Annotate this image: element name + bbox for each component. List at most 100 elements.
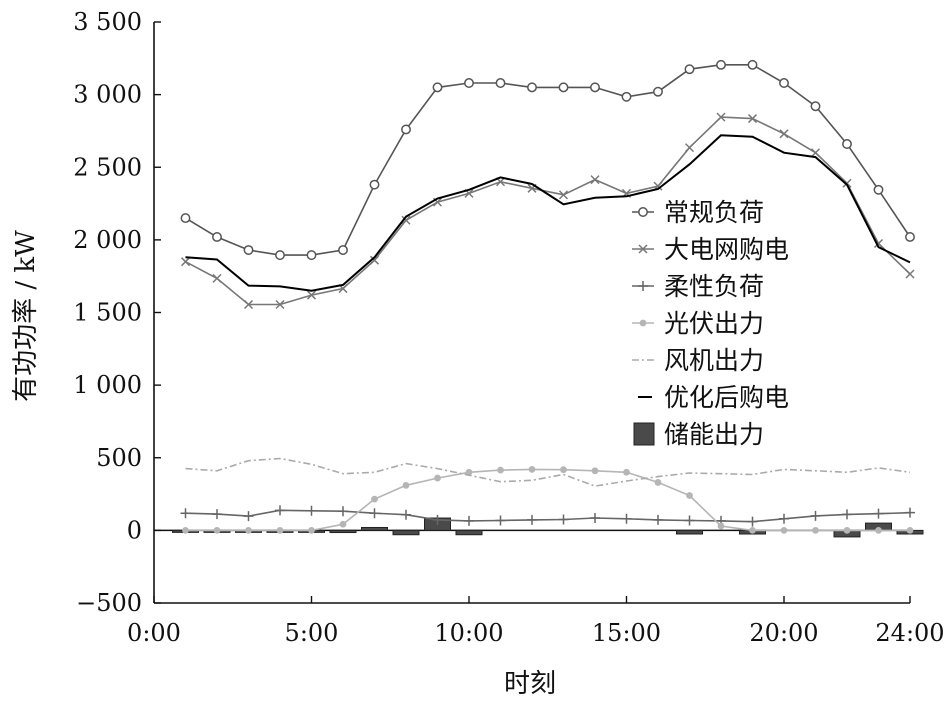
- circle-marker: [779, 78, 789, 88]
- series-3-point: [371, 495, 378, 503]
- circle-marker: [842, 139, 852, 149]
- dot-marker: [308, 526, 315, 534]
- series-3-point: [497, 466, 504, 474]
- y-tick-label: 2 000: [73, 226, 142, 254]
- y-tick-label: 0: [127, 516, 142, 544]
- legend-swatch: [633, 422, 655, 446]
- series-2-point: [621, 513, 632, 524]
- dot-marker: [780, 526, 788, 534]
- axes: −500 0 500 1 000 1 500 2 000 2 500 3 000 3 500 0:…: [73, 8, 944, 647]
- dot-marker: [843, 526, 851, 534]
- x-marker: [810, 148, 821, 158]
- series-0-point: [905, 232, 915, 242]
- legend-label: 光伏出力: [664, 309, 764, 338]
- dot-marker: [686, 492, 693, 499]
- x-tick-label: 0:00: [127, 619, 181, 647]
- plus-marker: [621, 513, 632, 524]
- plus-marker: [243, 511, 254, 522]
- series-3-point: [528, 465, 536, 473]
- circle-marker: [747, 59, 758, 70]
- series-3-point: [339, 520, 347, 528]
- series-0-point: [684, 64, 695, 75]
- circle-marker: [558, 82, 569, 93]
- series-3-point: [245, 526, 252, 534]
- series-2-point: [401, 509, 411, 520]
- dot-marker: [434, 474, 441, 482]
- plus-marker: [747, 516, 758, 527]
- dot-marker: [371, 495, 378, 503]
- circle-marker: [716, 59, 726, 70]
- series-0-line: [185, 64, 911, 256]
- x-marker: [243, 299, 254, 310]
- series-2-point: [306, 505, 317, 516]
- series-2-point: [527, 514, 537, 525]
- dot-marker: [906, 526, 914, 534]
- series-0-point: [621, 91, 632, 102]
- series-0-point: [842, 139, 852, 149]
- y-tick-label: 3 000: [73, 81, 142, 109]
- plus-marker: [653, 514, 663, 525]
- circle-marker: [621, 91, 632, 102]
- circle-marker: [275, 250, 285, 261]
- dot-marker: [875, 526, 882, 534]
- circle-marker: [905, 232, 915, 242]
- series-3-point: [717, 522, 725, 530]
- y-tick-label: 3 500: [73, 8, 142, 36]
- x-marker: [275, 299, 285, 310]
- series-2-point: [747, 516, 758, 527]
- series-0-point: [401, 124, 411, 135]
- series-0-point: [464, 78, 474, 88]
- x-marker: [684, 143, 695, 153]
- legend-entry: 大电网购电: [632, 235, 789, 264]
- series-1-point: [212, 273, 222, 283]
- plus-marker: [684, 515, 695, 526]
- plus-marker: [180, 508, 191, 519]
- legend-label: 大电网购电: [664, 235, 789, 264]
- dot-marker: [402, 481, 410, 489]
- x-tick-label: 24:00: [875, 619, 944, 647]
- storage-bar: [455, 529, 483, 536]
- series-2-point: [873, 508, 884, 519]
- legend-entry: 储能出力: [633, 420, 764, 449]
- x-marker: [747, 114, 758, 124]
- circle-marker: [527, 82, 537, 93]
- plus-marker: [590, 513, 600, 524]
- series-3-point: [906, 526, 914, 534]
- dot-marker: [276, 526, 284, 534]
- x-marker: [212, 273, 222, 283]
- series-3-point: [434, 474, 441, 482]
- series-2-point: [842, 509, 852, 520]
- series-2-point: [558, 514, 569, 525]
- plus-marker: [527, 514, 537, 525]
- x-marker: [716, 112, 726, 122]
- circle-marker: [243, 245, 254, 255]
- plus-marker: [464, 515, 474, 526]
- legend-entry: 优化后购电: [638, 383, 789, 412]
- storage-bar: [361, 526, 388, 531]
- series-3-point: [812, 526, 819, 534]
- series-3-point: [182, 526, 189, 534]
- storage-bar: [392, 529, 420, 536]
- circle-marker: [338, 245, 348, 255]
- x-marker: [180, 257, 191, 267]
- dot-marker: [339, 520, 347, 528]
- plus-marker: [810, 510, 821, 521]
- plus-marker: [558, 514, 569, 525]
- plus-marker: [369, 508, 380, 519]
- series-0-point: [243, 245, 254, 255]
- series-2-line: [185, 509, 911, 523]
- legend-entry: 常规负荷: [632, 198, 764, 227]
- circle-marker: [306, 250, 317, 261]
- series-3-line: [185, 468, 910, 532]
- series-0-point: [873, 184, 884, 195]
- x-marker: [779, 129, 789, 139]
- series-3-point: [591, 467, 599, 475]
- series-1-point: [306, 290, 317, 300]
- series-2-point: [590, 513, 600, 524]
- plus-marker: [638, 281, 648, 291]
- plus-marker: [306, 505, 317, 516]
- series-2-point: [432, 514, 443, 525]
- circle-marker: [810, 101, 821, 112]
- series-3-point: [213, 526, 221, 534]
